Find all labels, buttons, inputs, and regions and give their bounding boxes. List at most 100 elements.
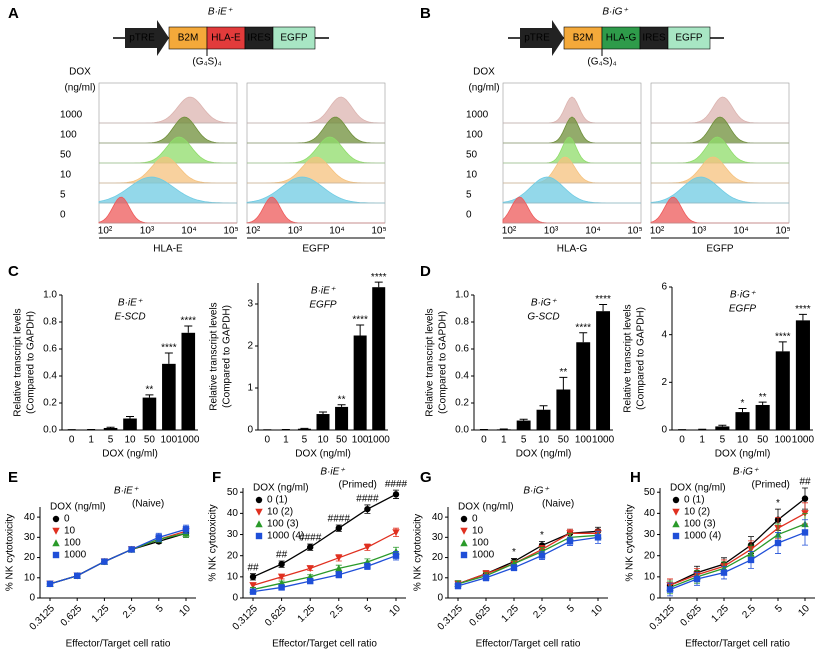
significance: * [776,498,780,509]
part-label: IRES [247,33,271,44]
y-tick-label: 40 [644,508,656,519]
point [307,577,314,585]
y-tick-label: 2 [661,377,667,388]
legend-title: DOX (ng/ml) [253,483,309,494]
x-tick-label: 50 [144,435,156,446]
y-tick-label: 20 [24,552,36,563]
point [510,564,518,571]
significance: **** [161,343,177,354]
histogram-xlabel: EGFP [706,244,734,255]
bar [181,332,196,430]
y-axis-label: (Compared to GAPDH) [636,307,647,410]
significance: #### [299,533,322,544]
point [182,526,190,533]
series-line [457,536,599,587]
significance: * [741,398,745,409]
legend-label: 10 (2) [684,507,710,518]
x-tick-label: 0 [265,435,271,446]
x-axis-label: Effector/Target cell ratio [272,639,377,650]
histogram-tick-label: 10⁴ [733,226,748,237]
histogram [99,156,237,184]
legend-label: 0 [64,514,70,525]
chart-title: B·iE⁺ [320,467,345,478]
significance: ## [276,550,288,561]
y-axis-label: Relative transcript levels [13,308,24,416]
part-label: pTRE [129,33,155,44]
y-tick-label: 0.8 [455,317,469,328]
point [335,524,342,532]
x-tick-label: 0.625 [263,603,289,629]
chart-subtitle: G-SCD [527,312,559,323]
y-axis-label: (Compared to GAPDH) [222,305,233,408]
significance: **** [575,322,591,333]
y-tick-label: 10 [644,571,656,582]
point [392,552,400,559]
x-tick-label: 1.25 [499,603,521,625]
histogram [98,176,237,204]
error-bar [539,405,548,410]
bar [536,409,551,430]
y-tick-label: 40 [432,512,444,523]
x-tick-label: 0 [679,435,685,446]
point [249,588,257,595]
x-tick-label: 5 [565,603,577,615]
bar [353,335,367,430]
histogram-xlabel: EGFP [302,244,330,255]
error-bar [164,352,173,364]
bar [372,287,386,430]
panel-label: H [630,469,641,486]
x-tick-label: 1.25 [296,603,318,625]
error-bar [579,332,588,343]
y-tick-label: 30 [24,532,36,543]
error-bar [519,418,528,421]
chart-title: B·iG⁺ [733,467,759,478]
x-tick-label: 0.3125 [231,603,261,633]
x-tick-label: 10 [737,435,749,446]
chart-title: B·iE⁺ [118,298,143,309]
y-tick-label: 1.0 [455,290,469,301]
series-line [457,532,598,585]
x-tick-label: 0.625 [679,603,705,629]
histogram-tick-label: 10⁴ [585,226,600,237]
error-bar [184,325,193,333]
x-tick-label: 100 [161,435,178,446]
y-tick-label: 0 [437,593,443,604]
point [278,584,285,591]
error-bar [356,324,365,336]
x-tick-label: 0.3125 [28,603,58,633]
point [335,564,343,572]
y-tick-label: 30 [227,529,239,540]
significance: **** [371,272,387,283]
legend-marker [460,527,468,535]
x-tick-label: 10 [317,435,329,446]
x-tick-label: 0 [481,435,487,446]
dose-label: 0 [466,210,472,221]
point [566,538,574,545]
point [306,565,314,573]
dose-label: 5 [466,190,472,201]
bar [735,412,750,430]
histogram-tick-label: 10² [502,226,517,237]
significance: **** [352,315,368,326]
significance: **** [795,304,811,315]
point [774,539,782,547]
significance: * [540,530,544,541]
legend-marker [52,551,60,559]
error-bar [738,408,747,413]
part-label: HLA-E [211,33,241,44]
histogram-tick-label: 10² [650,226,665,237]
y-tick-label: 0 [661,425,667,436]
y-tick-label: 0.4 [43,371,57,382]
significance: **** [180,316,196,327]
chart-subtitle: E-SCD [114,312,145,323]
legend-label: 1000 [472,550,495,561]
x-tick-label: 1 [501,435,507,446]
y-axis-label: % NK cytotoxicity [625,504,636,581]
x-tick-label: 0.3125 [436,603,466,633]
x-tick-label: 1000 [368,435,391,446]
histogram-tick-label: 10⁵ [223,226,238,237]
dose-label: 1000 [466,110,489,121]
point [249,573,257,581]
x-axis-label: Effector/Target cell ratio [66,639,171,650]
error-bar [798,313,807,321]
